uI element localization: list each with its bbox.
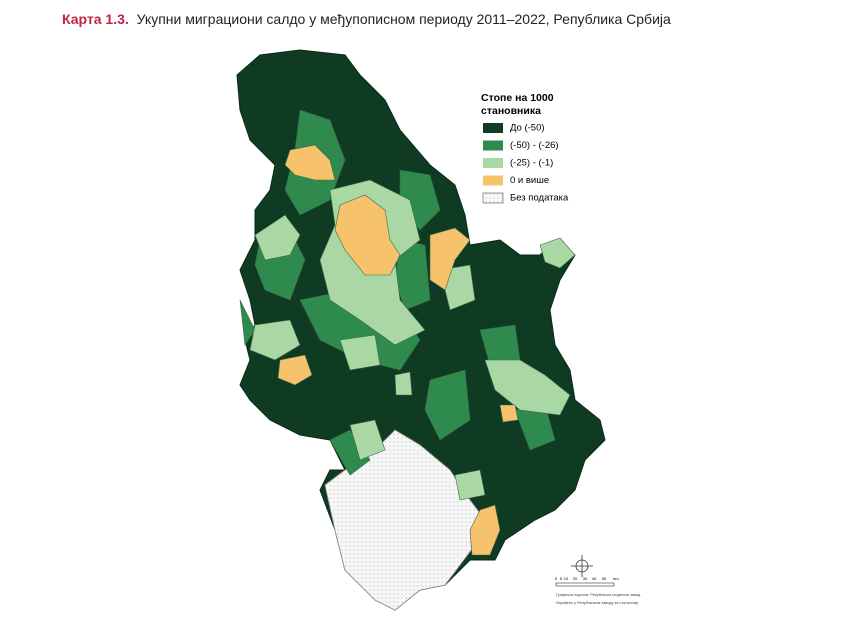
legend-title: становника [481,105,541,117]
compass [571,555,593,577]
scale-label: 40 [592,576,597,581]
legend-label: (-50) - (-26) [510,140,559,151]
map-number: Карта 1.3. [62,11,129,27]
scale-label: 0 [555,576,558,581]
legend-swatch [482,192,504,204]
legend-label: Без података [510,193,569,204]
legend-swatch [483,140,503,151]
scale-label: km [613,576,619,581]
credits: Графичка подлога: Републички геодетски з… [556,593,641,605]
map-caption: Карта 1.3. Укупни миграциони салдо у међ… [62,11,671,27]
legend-label: 0 и више [510,175,549,186]
map [236,49,606,611]
legend-swatch [483,175,503,186]
legend-swatch [483,158,503,168]
scale-label: 50 [602,576,607,581]
legend-label: До (-50) [510,123,545,134]
map-title: Укупни миграциони салдо у међупописном п… [137,11,671,27]
scale-label: 20 [573,576,578,581]
legend-swatch [483,123,503,133]
regions-positive [277,144,519,556]
scale-label: 10 [564,576,569,581]
scale-label: 30 [583,576,588,581]
credit-line: Графичка подлога: Републички геодетски з… [556,593,641,597]
scale-label: 5 [560,576,563,581]
legend-label: (-25) - (-1) [510,158,553,169]
credit-line: Израђено у Републичком заводу за статист… [556,601,638,605]
scale-bar: 0 5 10 20 30 40 50 km [555,576,619,587]
legend-title: Стопе на 1000 [481,92,554,104]
legend: Стопе на 1000 становника До (-50) (-50) -… [481,92,569,204]
